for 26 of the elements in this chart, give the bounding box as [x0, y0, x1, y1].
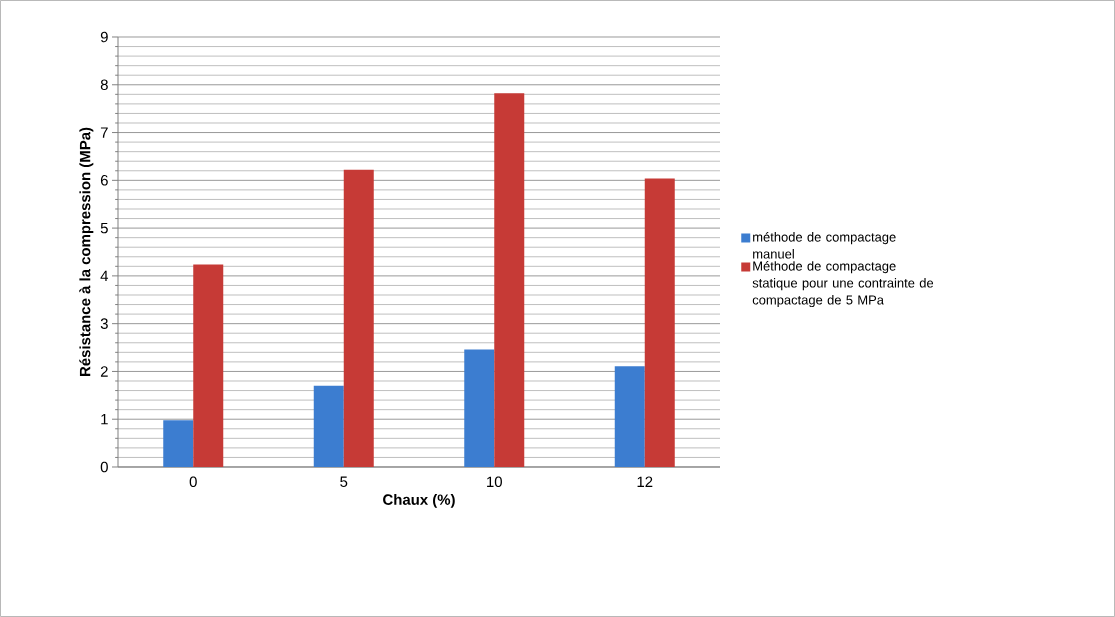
- x-tick-label: 0: [189, 476, 197, 488]
- y-axis-title: Résistance à la compression (MPa): [79, 127, 94, 376]
- y-tick-label: 0: [100, 461, 108, 473]
- bar: [193, 264, 224, 467]
- legend-label: Méthode de compactage statique pour une contrainte de compactage de 5 MPa: [752, 260, 934, 308]
- y-tick-label: 5: [100, 222, 108, 234]
- y-tick-label: 7: [100, 127, 108, 138]
- y-tick-label: 3: [100, 318, 108, 329]
- y-tick-label: 2: [100, 366, 108, 377]
- x-axis-title: Chaux (%): [383, 493, 455, 508]
- x-tick-label: 12: [637, 476, 653, 487]
- y-tick-label: 1: [101, 414, 108, 425]
- x-tick-label: 5: [340, 476, 348, 487]
- bar: [313, 385, 344, 467]
- bar: [163, 420, 194, 467]
- bar: [494, 93, 525, 467]
- y-tick-label: 4: [100, 270, 109, 282]
- bar: [614, 366, 645, 467]
- y-tick-label: 8: [100, 79, 108, 91]
- bar: [464, 349, 495, 467]
- y-tick-label: 9: [100, 31, 108, 43]
- y-tick-label: 6: [100, 175, 108, 186]
- legend-label: méthode de compactage manuel: [753, 231, 896, 259]
- bar: [644, 178, 675, 467]
- x-tick-label: 10: [487, 476, 502, 488]
- bar: [343, 169, 374, 467]
